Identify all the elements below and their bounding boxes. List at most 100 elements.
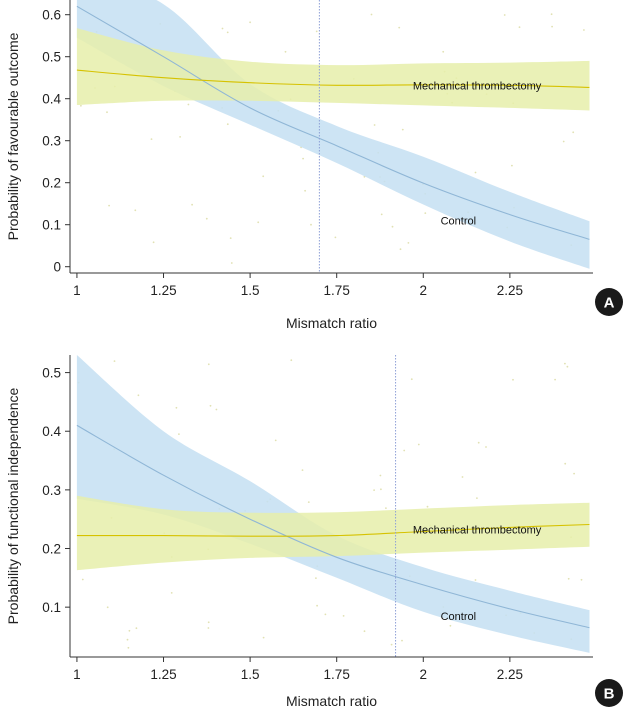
scatter-point [564,362,566,365]
series-label-thrombectomy: Mechanical thrombectomy [413,525,542,537]
series-line-control [76,5,590,240]
scatter-point [503,14,506,16]
scatter-point [572,131,575,134]
scatter-point [485,446,487,448]
scatter-point [302,157,304,160]
scatter-point [401,639,403,642]
y-tick-label: 0.6 [42,8,61,23]
series-line-control [76,424,590,629]
scatter-point [424,212,427,215]
scatter-point [334,236,337,239]
scatter-point [207,627,210,629]
x-tick-label: 2 [420,283,428,298]
scatter-point [113,360,116,362]
x-tick-label: 1.5 [241,283,260,298]
y-tick-label: 0.1 [42,218,61,233]
scatter-point [205,217,208,220]
scatter-point [178,433,180,435]
scatter-point [551,25,553,28]
scatter-point [564,462,567,465]
scatter-point [580,578,583,581]
scatter-point [80,104,82,107]
scatter-point [284,50,287,53]
series-line-thrombectomy [76,523,590,537]
scatter-point [108,204,110,207]
scatter-point [191,203,194,206]
scatter-point [566,365,569,368]
scatter-point [221,27,224,30]
x-tick-label: 1.75 [324,667,350,682]
scatter-point [550,13,553,16]
x-tick-label: 1.25 [150,667,176,682]
scatter-point [442,50,445,53]
y-axis-label: Probability of favourable outcome [5,32,21,240]
scatter-point [81,578,84,581]
scatter-point [135,627,138,630]
scatter-point [379,474,382,477]
scatter-point [417,443,420,446]
scatter-point [342,615,345,617]
scatter-point [399,248,402,251]
scatter-point [562,140,565,143]
scatter-point [567,577,570,580]
panel-badge [595,288,623,316]
scatter-point [262,636,265,639]
plot-area [76,355,590,657]
series-label-thrombectomy: Mechanical thrombectomy [413,80,542,92]
scatter-point [262,175,265,178]
scatter-point [391,225,394,228]
chart-panel-b: Mechanical thrombectomy Control 1 1.25 1.5 1.… [5,355,623,709]
scatter-point [449,624,452,627]
y-tick-label: 0.3 [42,134,61,149]
series-label-control: Control [441,611,476,623]
x-tick-label: 1.75 [324,283,350,298]
scatter-point [316,604,318,607]
y-tick-label: 0.4 [42,424,61,439]
x-tick-label: 1 [73,667,81,682]
scatter-point [127,646,130,649]
y-axis-label: Probability of functional independence [5,387,21,624]
scatter-point [373,489,375,491]
scatter-point [363,630,366,633]
scatter-point [150,138,153,141]
y-tick-label: 0.4 [42,92,61,107]
scatter-point [215,408,218,411]
panel-badge-label: A [604,295,615,312]
y-tick-label: 0 [53,260,61,275]
scatter-point [290,359,293,362]
scatter-point [106,111,108,114]
scatter-point [401,128,404,131]
series-line-thrombectomy [76,69,590,88]
scatter-point [315,30,318,33]
scatter-point [307,501,310,503]
scatter-point [474,171,477,174]
x-tick-label: 2.25 [497,283,523,298]
x-axis-label: Mismatch ratio [286,693,377,709]
x-tick-label: 1.5 [241,667,260,682]
y-tick-label: 0.1 [42,600,61,615]
scatter-point [207,363,210,366]
scatter-point [385,507,387,509]
scatter-point [380,488,382,491]
y-tick-label: 0.5 [42,366,61,381]
x-axis-label: Mismatch ratio [286,315,377,331]
scatter-point [170,592,173,594]
scatter-point [403,449,406,452]
scatter-point [583,29,585,31]
scatter-point [511,164,513,167]
x-tick-label: 1.25 [150,283,176,298]
panel-badge-label: B [604,686,615,703]
scatter-point [426,505,429,508]
scatter-point [257,221,260,224]
scatter-point [512,378,514,381]
x-tick-label: 2 [420,667,428,682]
scatter-point [380,213,383,216]
scatter-point [476,497,478,499]
panel-badge [595,679,623,707]
scatter-point [301,469,304,471]
scatter-point [573,472,575,475]
scatter-point [207,621,210,624]
y-tick-label: 0.2 [42,176,61,191]
scatter-point [390,643,393,646]
scatter-point [187,103,190,106]
